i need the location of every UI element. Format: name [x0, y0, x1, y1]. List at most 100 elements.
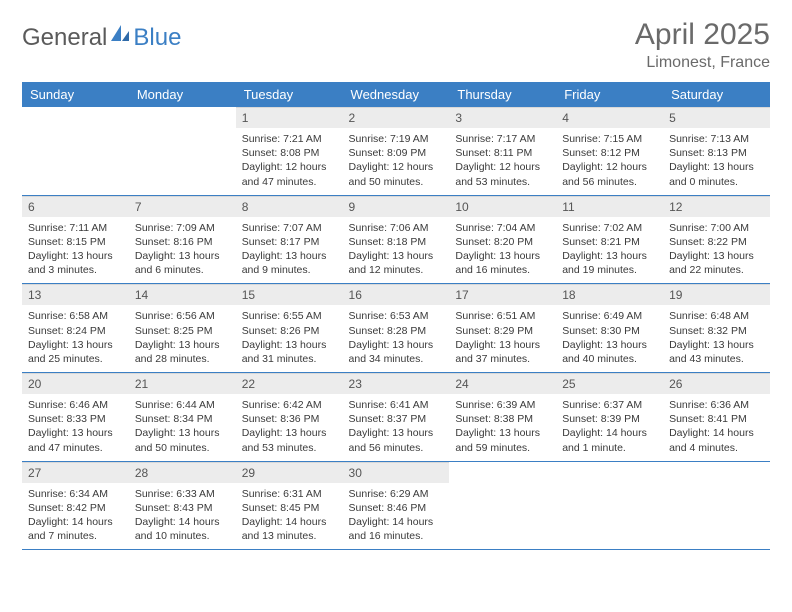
- calendar-cell-empty: [556, 461, 663, 550]
- header: General Blue April 2025 Limonest, France: [22, 18, 770, 72]
- day-number: 8: [236, 196, 343, 217]
- day-details: Sunrise: 6:49 AMSunset: 8:30 PMDaylight:…: [556, 305, 663, 372]
- day-number: 2: [343, 107, 450, 128]
- day-number: 5: [663, 107, 770, 128]
- weekday-header: Sunday: [22, 82, 129, 107]
- day-number: 3: [449, 107, 556, 128]
- logo-text-general: General: [22, 24, 107, 52]
- calendar-cell: 20Sunrise: 6:46 AMSunset: 8:33 PMDayligh…: [22, 373, 129, 462]
- day-number: 24: [449, 373, 556, 394]
- weekday-header-row: Sunday Monday Tuesday Wednesday Thursday…: [22, 82, 770, 107]
- day-details: Sunrise: 7:15 AMSunset: 8:12 PMDaylight:…: [556, 128, 663, 195]
- day-details: Sunrise: 7:07 AMSunset: 8:17 PMDaylight:…: [236, 217, 343, 284]
- day-details: Sunrise: 6:31 AMSunset: 8:45 PMDaylight:…: [236, 483, 343, 550]
- day-number: 7: [129, 196, 236, 217]
- calendar-cell: 21Sunrise: 6:44 AMSunset: 8:34 PMDayligh…: [129, 373, 236, 462]
- day-number: 10: [449, 196, 556, 217]
- calendar-cell-empty: [22, 107, 129, 195]
- calendar-cell: 30Sunrise: 6:29 AMSunset: 8:46 PMDayligh…: [343, 461, 450, 550]
- day-number: 15: [236, 284, 343, 305]
- calendar-cell: 9Sunrise: 7:06 AMSunset: 8:18 PMDaylight…: [343, 195, 450, 284]
- day-details: Sunrise: 7:17 AMSunset: 8:11 PMDaylight:…: [449, 128, 556, 195]
- calendar-row: 27Sunrise: 6:34 AMSunset: 8:42 PMDayligh…: [22, 461, 770, 550]
- day-number: 14: [129, 284, 236, 305]
- day-number: 22: [236, 373, 343, 394]
- calendar-cell: 8Sunrise: 7:07 AMSunset: 8:17 PMDaylight…: [236, 195, 343, 284]
- calendar-cell: 17Sunrise: 6:51 AMSunset: 8:29 PMDayligh…: [449, 284, 556, 373]
- day-details: Sunrise: 6:37 AMSunset: 8:39 PMDaylight:…: [556, 394, 663, 461]
- day-number: 25: [556, 373, 663, 394]
- calendar-cell: 2Sunrise: 7:19 AMSunset: 8:09 PMDaylight…: [343, 107, 450, 195]
- day-details: Sunrise: 6:41 AMSunset: 8:37 PMDaylight:…: [343, 394, 450, 461]
- calendar-cell: 25Sunrise: 6:37 AMSunset: 8:39 PMDayligh…: [556, 373, 663, 462]
- day-details: Sunrise: 6:51 AMSunset: 8:29 PMDaylight:…: [449, 305, 556, 372]
- calendar-cell-empty: [129, 107, 236, 195]
- day-number: 19: [663, 284, 770, 305]
- weekday-header: Saturday: [663, 82, 770, 107]
- calendar-cell: 16Sunrise: 6:53 AMSunset: 8:28 PMDayligh…: [343, 284, 450, 373]
- page-title: April 2025: [635, 18, 770, 52]
- day-details: Sunrise: 6:44 AMSunset: 8:34 PMDaylight:…: [129, 394, 236, 461]
- calendar-cell: 22Sunrise: 6:42 AMSunset: 8:36 PMDayligh…: [236, 373, 343, 462]
- calendar-cell-empty: [449, 461, 556, 550]
- page-subtitle: Limonest, France: [635, 54, 770, 72]
- calendar-row: 20Sunrise: 6:46 AMSunset: 8:33 PMDayligh…: [22, 373, 770, 462]
- day-details: Sunrise: 6:58 AMSunset: 8:24 PMDaylight:…: [22, 305, 129, 372]
- day-number: 11: [556, 196, 663, 217]
- day-number: 6: [22, 196, 129, 217]
- day-details: Sunrise: 6:33 AMSunset: 8:43 PMDaylight:…: [129, 483, 236, 550]
- day-number: 29: [236, 462, 343, 483]
- day-details: Sunrise: 6:55 AMSunset: 8:26 PMDaylight:…: [236, 305, 343, 372]
- day-details: Sunrise: 6:34 AMSunset: 8:42 PMDaylight:…: [22, 483, 129, 550]
- calendar-cell: 18Sunrise: 6:49 AMSunset: 8:30 PMDayligh…: [556, 284, 663, 373]
- day-details: Sunrise: 6:42 AMSunset: 8:36 PMDaylight:…: [236, 394, 343, 461]
- day-details: Sunrise: 6:56 AMSunset: 8:25 PMDaylight:…: [129, 305, 236, 372]
- day-details: Sunrise: 7:04 AMSunset: 8:20 PMDaylight:…: [449, 217, 556, 284]
- calendar-cell: 27Sunrise: 6:34 AMSunset: 8:42 PMDayligh…: [22, 461, 129, 550]
- weekday-header: Monday: [129, 82, 236, 107]
- day-details: Sunrise: 6:39 AMSunset: 8:38 PMDaylight:…: [449, 394, 556, 461]
- calendar-row: 6Sunrise: 7:11 AMSunset: 8:15 PMDaylight…: [22, 195, 770, 284]
- calendar-cell: 6Sunrise: 7:11 AMSunset: 8:15 PMDaylight…: [22, 195, 129, 284]
- weekday-header: Wednesday: [343, 82, 450, 107]
- day-details: Sunrise: 6:36 AMSunset: 8:41 PMDaylight:…: [663, 394, 770, 461]
- day-number: 30: [343, 462, 450, 483]
- day-details: Sunrise: 7:06 AMSunset: 8:18 PMDaylight:…: [343, 217, 450, 284]
- day-details: Sunrise: 7:13 AMSunset: 8:13 PMDaylight:…: [663, 128, 770, 195]
- calendar-cell: 7Sunrise: 7:09 AMSunset: 8:16 PMDaylight…: [129, 195, 236, 284]
- calendar-cell: 10Sunrise: 7:04 AMSunset: 8:20 PMDayligh…: [449, 195, 556, 284]
- weekday-header: Tuesday: [236, 82, 343, 107]
- day-number: 1: [236, 107, 343, 128]
- calendar-row: 13Sunrise: 6:58 AMSunset: 8:24 PMDayligh…: [22, 284, 770, 373]
- day-number: 26: [663, 373, 770, 394]
- calendar-table: Sunday Monday Tuesday Wednesday Thursday…: [22, 82, 770, 550]
- day-number: 23: [343, 373, 450, 394]
- day-number: 12: [663, 196, 770, 217]
- title-block: April 2025 Limonest, France: [635, 18, 770, 72]
- calendar-cell: 15Sunrise: 6:55 AMSunset: 8:26 PMDayligh…: [236, 284, 343, 373]
- calendar-cell: 13Sunrise: 6:58 AMSunset: 8:24 PMDayligh…: [22, 284, 129, 373]
- day-details: Sunrise: 6:48 AMSunset: 8:32 PMDaylight:…: [663, 305, 770, 372]
- calendar-cell: 26Sunrise: 6:36 AMSunset: 8:41 PMDayligh…: [663, 373, 770, 462]
- calendar-cell: 23Sunrise: 6:41 AMSunset: 8:37 PMDayligh…: [343, 373, 450, 462]
- logo-text-blue: Blue: [133, 24, 181, 52]
- day-number: 20: [22, 373, 129, 394]
- calendar-cell: 24Sunrise: 6:39 AMSunset: 8:38 PMDayligh…: [449, 373, 556, 462]
- day-details: Sunrise: 7:09 AMSunset: 8:16 PMDaylight:…: [129, 217, 236, 284]
- calendar-cell: 12Sunrise: 7:00 AMSunset: 8:22 PMDayligh…: [663, 195, 770, 284]
- logo-sail-icon: [107, 24, 133, 52]
- weekday-header: Friday: [556, 82, 663, 107]
- calendar-cell: 11Sunrise: 7:02 AMSunset: 8:21 PMDayligh…: [556, 195, 663, 284]
- calendar-cell: 1Sunrise: 7:21 AMSunset: 8:08 PMDaylight…: [236, 107, 343, 195]
- day-details: Sunrise: 7:02 AMSunset: 8:21 PMDaylight:…: [556, 217, 663, 284]
- calendar-cell: 5Sunrise: 7:13 AMSunset: 8:13 PMDaylight…: [663, 107, 770, 195]
- calendar-cell: 28Sunrise: 6:33 AMSunset: 8:43 PMDayligh…: [129, 461, 236, 550]
- calendar-cell: 29Sunrise: 6:31 AMSunset: 8:45 PMDayligh…: [236, 461, 343, 550]
- day-details: Sunrise: 7:00 AMSunset: 8:22 PMDaylight:…: [663, 217, 770, 284]
- day-number: 21: [129, 373, 236, 394]
- day-number: 18: [556, 284, 663, 305]
- day-number: 9: [343, 196, 450, 217]
- calendar-cell: 19Sunrise: 6:48 AMSunset: 8:32 PMDayligh…: [663, 284, 770, 373]
- day-details: Sunrise: 7:19 AMSunset: 8:09 PMDaylight:…: [343, 128, 450, 195]
- calendar-cell: 14Sunrise: 6:56 AMSunset: 8:25 PMDayligh…: [129, 284, 236, 373]
